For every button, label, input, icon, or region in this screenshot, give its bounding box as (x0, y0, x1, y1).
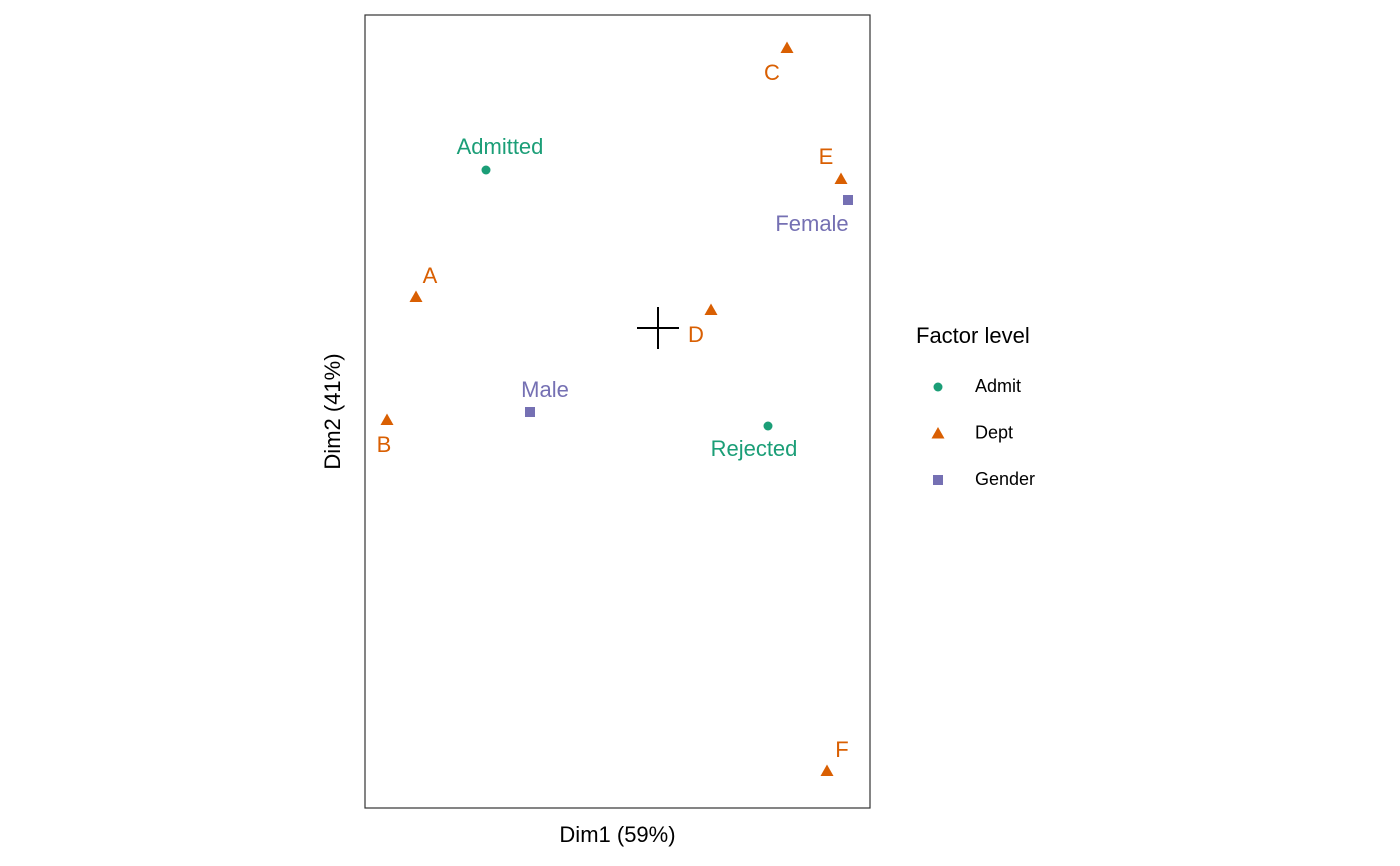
point-label: E (819, 144, 834, 169)
point (763, 421, 773, 431)
legend-item: Gender (975, 469, 1035, 489)
point-label: Rejected (711, 436, 798, 461)
point-label: Admitted (457, 134, 544, 159)
point (780, 41, 794, 53)
point (704, 303, 718, 315)
legend-marker (933, 382, 943, 392)
panel (364, 14, 871, 809)
legend-item: Admit (975, 376, 1021, 396)
legend-title: Factor level (916, 323, 1030, 348)
point (834, 172, 848, 184)
point (843, 195, 853, 205)
legend-marker (933, 475, 943, 485)
point-label: Female (775, 211, 848, 236)
point (409, 290, 423, 302)
point-label: D (688, 322, 704, 347)
x-axis-label: Dim1 (59%) (559, 822, 675, 847)
point-label: A (423, 263, 438, 288)
point (820, 764, 834, 776)
point-label: F (835, 737, 848, 762)
point (525, 407, 535, 417)
point-label: Male (521, 377, 569, 402)
y-axis-label: Dim2 (41%) (320, 353, 345, 469)
point (380, 413, 394, 425)
point-label: B (377, 432, 392, 457)
point (481, 165, 491, 175)
legend-marker (931, 427, 945, 439)
legend-item: Dept (975, 422, 1013, 442)
point-label: C (764, 60, 780, 85)
